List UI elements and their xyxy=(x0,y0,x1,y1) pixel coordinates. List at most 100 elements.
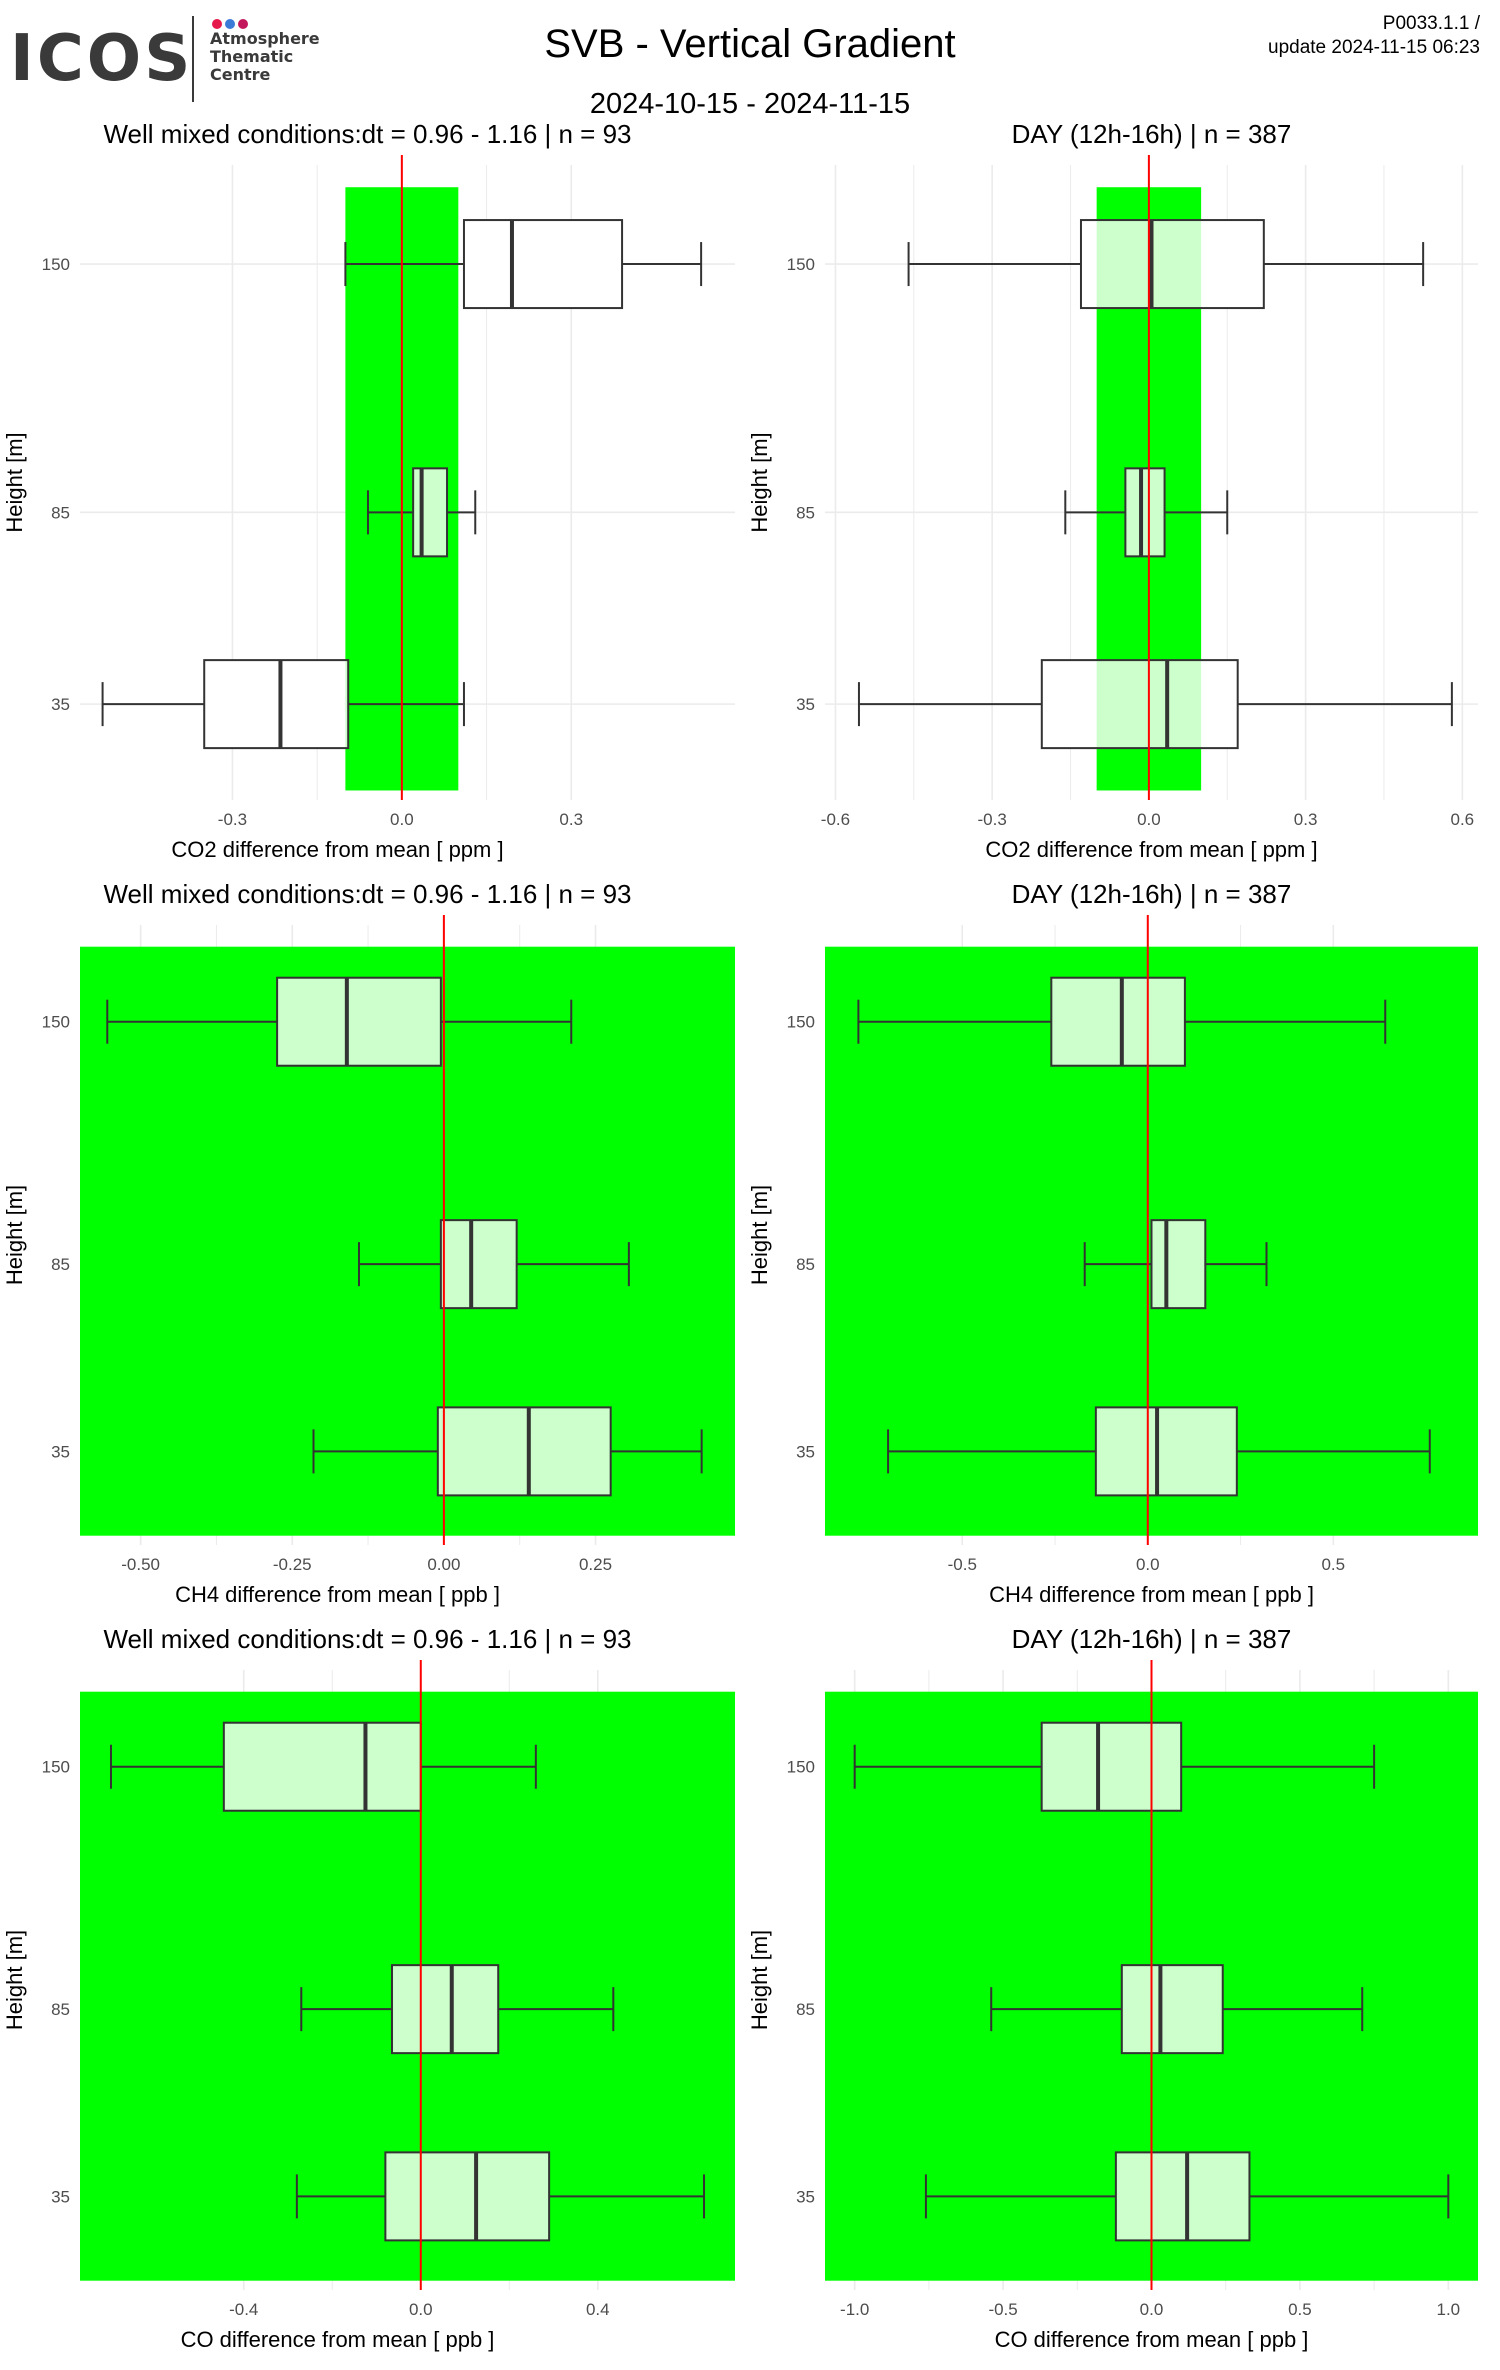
boxplot-150 xyxy=(853,1721,1376,1812)
x-tick-label: 0.3 xyxy=(1294,810,1318,829)
boxplot-85 xyxy=(357,1219,630,1310)
y-tick-label: 150 xyxy=(787,1013,815,1032)
x-tick-label: -0.5 xyxy=(948,1555,977,1574)
boxplot-35 xyxy=(312,1406,703,1497)
box-fill-band xyxy=(345,660,349,749)
box-fill-band xyxy=(1041,1722,1182,1811)
y-axis-label: Height [m] xyxy=(2,1185,27,1285)
box-outline xyxy=(412,467,449,558)
y-axis-label: Height [m] xyxy=(747,1185,772,1285)
box-outline xyxy=(1079,219,1265,310)
box-fill-band xyxy=(277,977,441,1066)
x-axis-label: CH4 difference from mean [ ppb ] xyxy=(989,1582,1314,1607)
y-tick-label: 35 xyxy=(796,1442,815,1461)
chart-title: DAY (12h-16h) | n = 387 xyxy=(1012,879,1292,909)
date-range: 2024-10-15 - 2024-11-15 xyxy=(589,88,911,120)
chart-title: Well mixed conditions:dt = 0.96 - 1.16 |… xyxy=(103,879,631,909)
boxplot-35 xyxy=(101,659,465,750)
update-timestamp: update 2024-11-15 06:23 xyxy=(1268,37,1480,58)
x-tick-label: 0.25 xyxy=(579,1555,612,1574)
box-fill-band xyxy=(1115,2152,1250,2241)
y-tick-label: 85 xyxy=(51,1255,70,1274)
y-tick-label: 150 xyxy=(787,255,815,274)
chart-title: DAY (12h-16h) | n = 387 xyxy=(1012,1624,1292,1654)
x-tick-label: 0.0 xyxy=(1136,1555,1160,1574)
boxplot-150 xyxy=(907,219,1425,310)
box-outline xyxy=(1050,976,1186,1067)
chart-panel: 150 85 35 -0.50 -0.25 0.00 0.25 Well mixed cond… xyxy=(2,879,735,1607)
box-fill-band xyxy=(385,2152,550,2241)
logo-subtitle: Atmosphere Thematic Centre xyxy=(210,30,320,84)
x-tick-label: 0.0 xyxy=(1140,2300,1164,2319)
boxplot-35 xyxy=(924,2151,1450,2242)
chart-panel: 150 85 35 -0.3 0.0 0.3 Well mixed conditions:d… xyxy=(2,119,735,862)
x-axis-label: CO difference from mean [ ppb ] xyxy=(181,2327,495,2352)
boxplot-85 xyxy=(366,467,477,558)
page-header: ICOS Atmosphere Thematic Centre SVB - Ve… xyxy=(0,0,1500,130)
icos-logo: ICOS xyxy=(10,22,194,96)
box-fill xyxy=(204,660,349,749)
x-axis-label: CH4 difference from mean [ ppb ] xyxy=(175,1582,500,1607)
box-fill-band xyxy=(437,1407,611,1496)
x-tick-label: -0.3 xyxy=(978,810,1007,829)
boxplot-150 xyxy=(109,1721,537,1812)
logo-subtitle-line: Atmosphere xyxy=(210,29,320,48)
x-axis-label: CO difference from mean [ ppb ] xyxy=(995,2327,1309,2352)
logo-dots-icon xyxy=(212,16,251,34)
x-tick-label: 0.5 xyxy=(1321,1555,1345,1574)
box-fill-band xyxy=(1051,977,1185,1066)
x-tick-label: 0.5 xyxy=(1288,2300,1312,2319)
boxplot-85 xyxy=(300,1964,615,2055)
chart-panel: 150 85 35 -0.4 0.0 0.4 Well mixed conditions:d… xyxy=(2,1624,735,2352)
box-fill-band xyxy=(1121,1965,1223,2054)
x-tick-label: 0.0 xyxy=(390,810,414,829)
version-info: P0033.1.1 / update 2024-11-15 06:23 xyxy=(1268,12,1480,60)
box-outline xyxy=(436,1406,612,1497)
y-tick-label: 85 xyxy=(796,2000,815,2019)
x-tick-label: 0.0 xyxy=(409,2300,433,2319)
box-fill-band xyxy=(413,468,448,557)
chart-panel: 150 85 35 -0.6 -0.3 0.0 0.3 0.6 DAY (12h-16h) | … xyxy=(747,119,1478,862)
box-outline xyxy=(1114,2151,1251,2242)
x-tick-label: 0.00 xyxy=(427,1555,460,1574)
x-axis-label: CO2 difference from mean [ ppm ] xyxy=(985,837,1317,862)
chart-title: Well mixed conditions:dt = 0.96 - 1.16 |… xyxy=(103,1624,631,1654)
y-tick-label: 85 xyxy=(51,2000,70,2019)
x-tick-label: -0.25 xyxy=(273,1555,312,1574)
x-tick-label: -0.3 xyxy=(218,810,247,829)
x-tick-label: -1.0 xyxy=(840,2300,869,2319)
box-outline xyxy=(1040,659,1239,750)
y-tick-label: 85 xyxy=(51,503,70,522)
x-tick-label: -0.6 xyxy=(821,810,850,829)
y-tick-label: 35 xyxy=(51,695,70,714)
box-outline xyxy=(439,1219,518,1310)
boxplot-35 xyxy=(887,1406,1431,1497)
box-fill-band xyxy=(440,1220,517,1309)
y-axis-label: Height [m] xyxy=(747,432,772,532)
y-tick-label: 85 xyxy=(796,503,815,522)
x-tick-label: 0.3 xyxy=(559,810,583,829)
box-fill-band xyxy=(1125,468,1165,557)
box-outline xyxy=(276,976,442,1067)
y-tick-label: 150 xyxy=(42,1758,70,1777)
y-axis-label: Height [m] xyxy=(2,1930,27,2030)
x-tick-label: 0.6 xyxy=(1451,810,1475,829)
box-outline xyxy=(462,219,624,310)
boxplot-85 xyxy=(1083,1219,1268,1310)
box-fill-band xyxy=(1095,1407,1237,1496)
logo-subtitle-line: Thematic xyxy=(210,47,294,66)
chart-panel: 150 85 35 -1.0 -0.5 0.0 0.5 1.0 DAY (12h-16h) | … xyxy=(747,1624,1478,2352)
box-outline xyxy=(1040,1721,1183,1812)
box-outline xyxy=(391,1964,500,2055)
box-outline xyxy=(1150,1219,1207,1310)
logo-divider xyxy=(192,16,194,102)
box-outline xyxy=(1124,467,1166,558)
boxplot-150 xyxy=(344,219,703,310)
boxplot-150 xyxy=(106,976,573,1067)
x-tick-label: 0.4 xyxy=(586,2300,610,2319)
logo-subtitle-line: Centre xyxy=(210,65,271,84)
y-tick-label: 150 xyxy=(42,1013,70,1032)
box-outline xyxy=(384,2151,551,2242)
y-tick-label: 35 xyxy=(796,2187,815,2206)
x-tick-label: -0.5 xyxy=(988,2300,1017,2319)
